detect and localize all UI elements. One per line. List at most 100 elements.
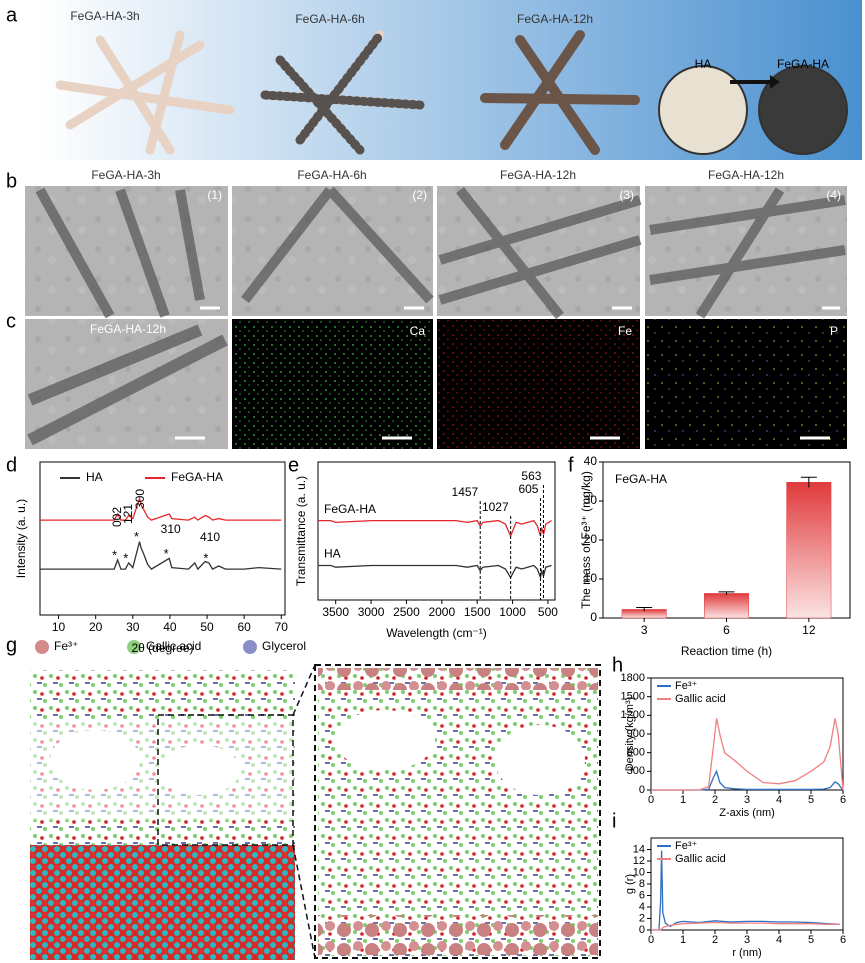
legend-swatch bbox=[35, 640, 49, 654]
peak-marker: * bbox=[123, 550, 128, 565]
panel-label: f bbox=[568, 454, 574, 476]
peak-marker: * bbox=[112, 547, 117, 562]
y-tick-label: 1500 bbox=[621, 691, 645, 703]
series-line bbox=[651, 921, 840, 931]
y-tick-label: 2 bbox=[639, 912, 645, 924]
panel-label: c bbox=[6, 310, 16, 332]
panel-label: b bbox=[6, 170, 17, 192]
band-label: 1027 bbox=[482, 500, 509, 514]
y-tick-label: 6 bbox=[639, 889, 645, 901]
image-title: FeGA-HA-3h bbox=[91, 168, 160, 182]
x-tick-label: 3000 bbox=[358, 605, 385, 619]
legend-label: FeGA-HA bbox=[171, 470, 223, 484]
band-label: 563 bbox=[521, 469, 541, 483]
x-tick-label: 3 bbox=[744, 794, 750, 806]
legend-label: Gallic acid bbox=[675, 693, 726, 705]
x-tick-label: 1 bbox=[680, 934, 686, 946]
y-tick-label: 1200 bbox=[621, 709, 645, 721]
x-tick-label: 60 bbox=[237, 620, 251, 634]
band-label: 1457 bbox=[452, 485, 479, 499]
bar bbox=[786, 482, 832, 619]
x-tick-label: 10 bbox=[52, 620, 66, 634]
arrow-head bbox=[770, 75, 780, 89]
rods-3h bbox=[55, 30, 235, 155]
band-label: 605 bbox=[518, 482, 538, 496]
y-axis-label: The mass of Fe³⁺ (mg/kg) bbox=[579, 471, 593, 609]
scheme-label: HA bbox=[695, 57, 712, 71]
error-bar bbox=[636, 606, 653, 612]
x-tick-label: 500 bbox=[538, 605, 558, 619]
panel-label: i bbox=[612, 810, 616, 832]
image-number: (2) bbox=[412, 188, 427, 202]
scheme-label: FeGA-HA bbox=[777, 57, 829, 71]
x-tick-label: 6 bbox=[723, 623, 730, 637]
x-tick-label: 0 bbox=[648, 934, 654, 946]
x-tick-label: 3500 bbox=[322, 605, 349, 619]
x-tick-label: 0 bbox=[648, 794, 654, 806]
x-tick-label: 4 bbox=[776, 934, 782, 946]
peak-label: 410 bbox=[200, 530, 220, 544]
element-label: Ca bbox=[410, 324, 426, 338]
x-tick-label: 50 bbox=[200, 620, 214, 634]
tem-images bbox=[25, 186, 847, 320]
x-tick-label: 3 bbox=[744, 934, 750, 946]
x-tick-label: 4 bbox=[776, 794, 782, 806]
series-line bbox=[318, 519, 552, 538]
x-tick-label: 12 bbox=[802, 623, 816, 637]
y-tick-label: 14 bbox=[633, 843, 645, 855]
x-tick-label: 6 bbox=[840, 794, 846, 806]
peak-label: 310 bbox=[161, 522, 181, 536]
peak-label: 300 bbox=[133, 489, 147, 509]
series-line bbox=[318, 564, 552, 581]
image-title: FeGA-HA-6h bbox=[297, 168, 366, 182]
y-tick-label: 30 bbox=[584, 493, 598, 507]
error-bar bbox=[718, 591, 735, 595]
x-axis-label: Wavelength (cm⁻¹) bbox=[386, 626, 487, 640]
scheme-label: FeGA-HA-12h bbox=[517, 12, 593, 26]
x-tick-label: 6 bbox=[840, 934, 846, 946]
image-title: FeGA-HA-12h bbox=[90, 322, 166, 336]
peak-label: 121 bbox=[121, 504, 135, 524]
fega-ha-photo bbox=[758, 65, 848, 155]
scheme-label: FeGA-HA-3h bbox=[70, 9, 139, 23]
panel-label: a bbox=[6, 4, 18, 26]
peak-marker: * bbox=[134, 529, 139, 544]
element-label: Fe bbox=[618, 324, 632, 338]
x-tick-label: 1000 bbox=[499, 605, 526, 619]
y-tick-label: 20 bbox=[584, 532, 598, 546]
y-tick-label: 0 bbox=[590, 610, 597, 624]
bar bbox=[704, 593, 749, 619]
legend-swatch bbox=[127, 640, 141, 654]
image-number: (3) bbox=[619, 188, 634, 202]
y-tick-label: 1800 bbox=[621, 672, 645, 684]
peak-marker: * bbox=[203, 550, 208, 565]
y-tick-label: 600 bbox=[627, 747, 645, 759]
panel-label: d bbox=[6, 454, 17, 476]
series-line bbox=[40, 496, 282, 521]
y-tick-label: 10 bbox=[584, 571, 598, 585]
series-line bbox=[40, 541, 282, 571]
legend-label: Fe³⁺ bbox=[675, 840, 698, 852]
y-tick-label: 900 bbox=[627, 728, 645, 740]
x-tick-label: 40 bbox=[163, 620, 177, 634]
chart-label: FeGA-HA bbox=[615, 472, 667, 486]
legend-label: Fe³⁺ bbox=[54, 639, 78, 653]
series-label: FeGA-HA bbox=[324, 502, 376, 516]
x-tick-label: 2 bbox=[712, 794, 718, 806]
legend-swatch bbox=[243, 640, 257, 654]
y-axis-label: Transmittance (a. u.) bbox=[294, 476, 308, 586]
rods-12h bbox=[480, 30, 640, 155]
panel-label: h bbox=[612, 654, 623, 676]
legend-label: Gallic acid bbox=[146, 639, 201, 653]
y-tick-label: 0 bbox=[639, 784, 645, 796]
y-axis-label: g (r) bbox=[624, 874, 636, 894]
y-tick-label: 4 bbox=[639, 901, 645, 913]
y-tick-label: 8 bbox=[639, 878, 645, 890]
x-axis-label: Reaction time (h) bbox=[681, 644, 772, 658]
x-tick-label: 3 bbox=[641, 623, 648, 637]
plot-frame bbox=[317, 461, 556, 601]
x-tick-label: 2000 bbox=[428, 605, 455, 619]
y-tick-label: 12 bbox=[633, 855, 645, 867]
error-bar bbox=[800, 476, 817, 488]
